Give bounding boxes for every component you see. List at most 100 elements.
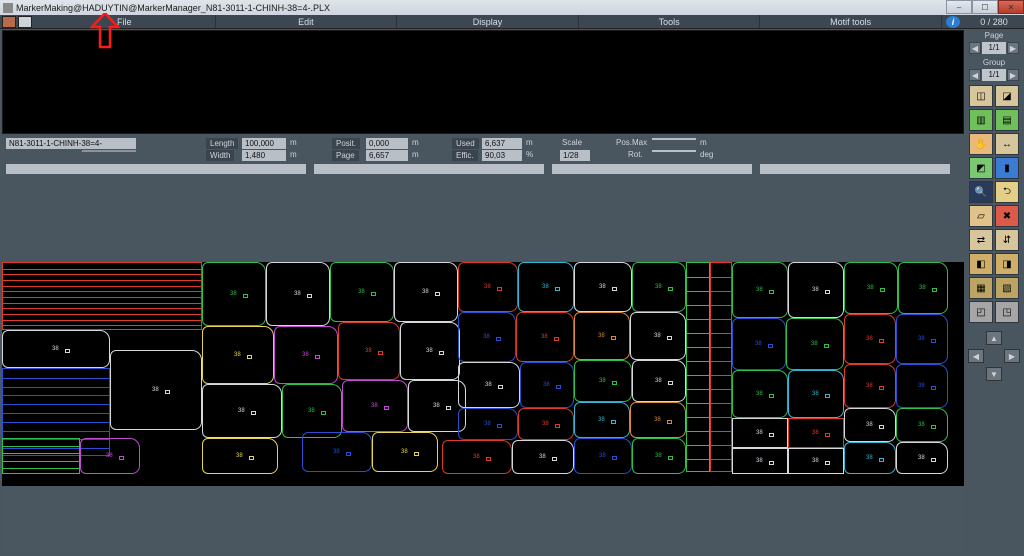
pattern-piece[interactable]: 38 xyxy=(632,360,686,402)
tool-button-13[interactable]: ⇵ xyxy=(995,229,1019,251)
pattern-piece[interactable]: 38 xyxy=(520,362,574,408)
pattern-piece[interactable]: 38 xyxy=(338,322,400,380)
tool-button-18[interactable]: ◰ xyxy=(969,301,993,323)
rot-value[interactable] xyxy=(652,150,696,152)
nav-left-button[interactable]: ◀ xyxy=(968,349,984,363)
pattern-piece[interactable]: 38 xyxy=(732,448,788,474)
toolbar-icon-2[interactable] xyxy=(18,16,32,28)
menu-file[interactable]: File xyxy=(34,15,216,28)
pattern-piece[interactable]: 38 xyxy=(632,438,686,474)
pattern-piece[interactable]: 38 xyxy=(732,370,788,418)
pattern-piece[interactable]: 38 xyxy=(844,314,896,364)
pattern-piece[interactable]: 38 xyxy=(732,262,788,318)
group-next-button[interactable]: ▶ xyxy=(1007,69,1019,81)
pattern-piece[interactable]: 38 xyxy=(574,262,632,312)
window-minimize-button[interactable]: – xyxy=(946,0,972,14)
pattern-piece[interactable]: 38 xyxy=(518,408,574,440)
pattern-piece[interactable]: 38 xyxy=(282,384,342,438)
used-value[interactable]: 6,637 xyxy=(482,138,522,149)
tool-button-3[interactable]: ▤ xyxy=(995,109,1019,131)
pattern-piece[interactable]: 38 xyxy=(896,314,948,364)
tool-button-9[interactable]: ⮌ xyxy=(995,181,1019,203)
toolbar-icon-1[interactable] xyxy=(2,16,16,28)
pattern-piece[interactable]: 38 xyxy=(458,262,518,312)
pattern-piece[interactable]: 38 xyxy=(202,384,282,438)
menu-tools[interactable]: Tools xyxy=(579,15,761,28)
pattern-piece[interactable]: 38 xyxy=(512,440,574,474)
pattern-piece[interactable]: 38 xyxy=(788,418,844,448)
marker-name-field[interactable]: N81-3011-1-CHINH-38=4- xyxy=(6,138,136,149)
width-value[interactable]: 1,480 xyxy=(242,150,286,161)
pattern-piece[interactable]: 38 xyxy=(110,350,202,430)
pattern-piece[interactable]: 38 xyxy=(202,438,278,474)
pattern-piece[interactable]: 38 xyxy=(788,370,844,418)
nav-right-button[interactable]: ▶ xyxy=(1004,349,1020,363)
pattern-piece[interactable]: 38 xyxy=(574,312,630,360)
tool-button-2[interactable]: ▥ xyxy=(969,109,993,131)
length-value[interactable]: 100,000 xyxy=(242,138,286,149)
pattern-piece[interactable]: 38 xyxy=(844,364,896,408)
pattern-piece[interactable]: 38 xyxy=(630,402,686,438)
tool-button-11[interactable]: ✖ xyxy=(995,205,1019,227)
effic-value[interactable]: 90,03 xyxy=(482,150,522,161)
pattern-piece[interactable]: 38 xyxy=(844,408,896,442)
pattern-piece[interactable]: 38 xyxy=(266,262,330,326)
pattern-piece[interactable]: 38 xyxy=(80,438,140,474)
nav-up-button[interactable]: ▲ xyxy=(986,331,1002,345)
pattern-piece[interactable]: 38 xyxy=(302,432,372,472)
tool-button-4[interactable]: ✋ xyxy=(969,133,993,155)
tool-button-14[interactable]: ◧ xyxy=(969,253,993,275)
tool-button-19[interactable]: ◳ xyxy=(995,301,1019,323)
pattern-piece[interactable]: 38 xyxy=(844,262,898,314)
pattern-piece[interactable]: 38 xyxy=(202,326,274,384)
posmax-value[interactable] xyxy=(652,138,696,140)
pattern-piece[interactable]: 38 xyxy=(732,318,786,370)
tool-button-0[interactable]: ◫ xyxy=(969,85,993,107)
pattern-piece[interactable]: 38 xyxy=(202,262,266,326)
pattern-piece[interactable]: 38 xyxy=(896,442,948,474)
pattern-piece[interactable]: 38 xyxy=(574,360,632,402)
tool-button-7[interactable]: ▮ xyxy=(995,157,1019,179)
tool-button-10[interactable]: ▱ xyxy=(969,205,993,227)
tool-button-6[interactable]: ◩ xyxy=(969,157,993,179)
info-icon[interactable]: i xyxy=(946,16,960,28)
pattern-piece[interactable]: 38 xyxy=(330,262,394,322)
tool-button-12[interactable]: ⇄ xyxy=(969,229,993,251)
pattern-piece[interactable]: 38 xyxy=(442,440,512,474)
group-prev-button[interactable]: ◀ xyxy=(969,69,981,81)
pattern-piece[interactable]: 38 xyxy=(732,418,788,448)
pattern-piece[interactable]: 38 xyxy=(896,364,948,408)
pattern-piece[interactable]: 38 xyxy=(786,318,844,370)
pattern-piece[interactable]: 38 xyxy=(898,262,948,314)
pattern-piece[interactable]: 38 xyxy=(574,438,632,474)
page-next-button[interactable]: ▶ xyxy=(1007,42,1019,54)
pattern-piece[interactable]: 38 xyxy=(400,322,460,380)
window-close-button[interactable]: ✕ xyxy=(998,0,1024,14)
pattern-piece[interactable]: 38 xyxy=(788,262,844,318)
pattern-piece[interactable]: 38 xyxy=(788,448,844,474)
window-maximize-button[interactable]: ☐ xyxy=(972,0,998,14)
pattern-piece[interactable]: 38 xyxy=(896,408,948,442)
pattern-piece[interactable] xyxy=(710,262,732,472)
menu-display[interactable]: Display xyxy=(397,15,579,28)
pattern-piece[interactable]: 38 xyxy=(574,402,630,438)
pattern-piece[interactable]: 38 xyxy=(274,326,338,384)
pattern-piece[interactable] xyxy=(2,262,202,330)
nav-down-button[interactable]: ▼ xyxy=(986,367,1002,381)
pattern-piece[interactable]: 38 xyxy=(372,432,438,472)
tool-button-5[interactable]: ↔ xyxy=(995,133,1019,155)
tool-button-16[interactable]: ▦ xyxy=(969,277,993,299)
menu-edit[interactable]: Edit xyxy=(216,15,398,28)
pattern-piece[interactable]: 38 xyxy=(458,362,520,408)
page-prev-button[interactable]: ◀ xyxy=(969,42,981,54)
menu-motif[interactable]: Motif tools xyxy=(760,15,942,28)
page-value[interactable]: 6,657 xyxy=(366,150,408,161)
marker-canvas[interactable]: 3838383838383838383838383838383838383838… xyxy=(2,262,964,486)
posit-value[interactable]: 0,000 xyxy=(366,138,408,149)
pattern-piece[interactable]: 38 xyxy=(458,408,518,440)
pattern-piece[interactable]: 38 xyxy=(632,262,686,312)
pattern-piece[interactable]: 38 xyxy=(844,442,896,474)
tool-button-15[interactable]: ◨ xyxy=(995,253,1019,275)
pattern-piece[interactable]: 38 xyxy=(518,262,574,312)
pattern-piece[interactable] xyxy=(686,262,710,472)
